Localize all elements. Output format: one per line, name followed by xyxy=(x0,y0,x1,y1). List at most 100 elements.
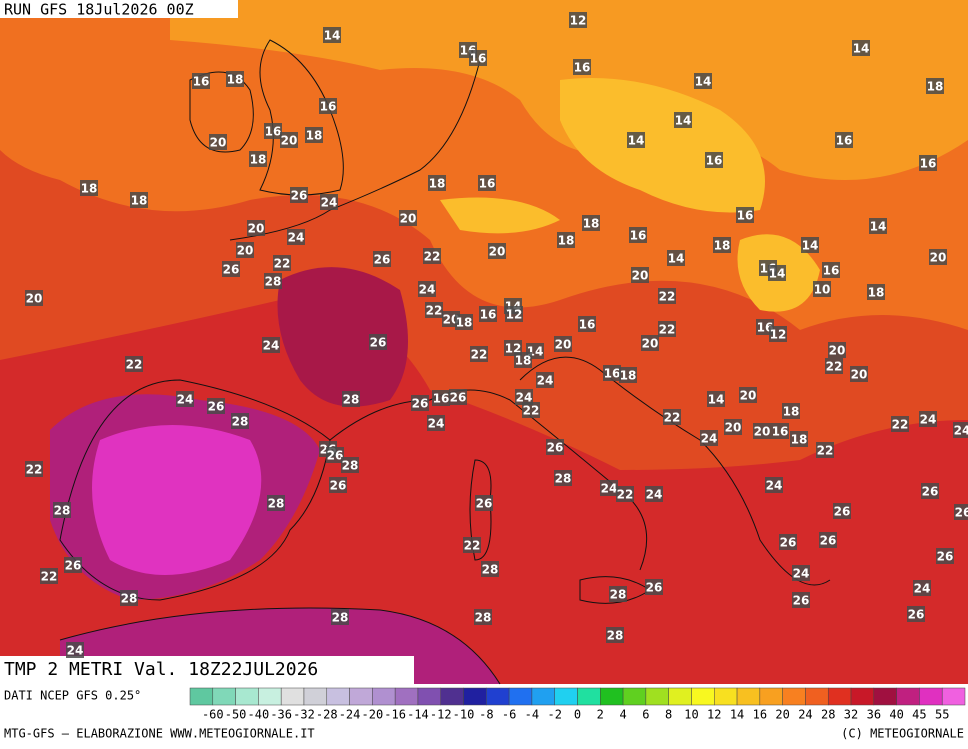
temperature-label: 26 xyxy=(373,251,391,267)
label-value: 14 xyxy=(628,134,645,148)
label-value: 24 xyxy=(766,479,783,493)
label-value: 16 xyxy=(604,367,621,381)
label-value: 22 xyxy=(424,250,441,264)
label-box xyxy=(120,590,138,606)
label-value: 22 xyxy=(471,348,488,362)
temperature-label: 22 xyxy=(425,302,443,318)
label-box xyxy=(616,486,634,502)
label-box xyxy=(674,112,692,128)
legend-swatch xyxy=(349,687,373,706)
label-value: 14 xyxy=(769,267,786,281)
temperature-label: 24 xyxy=(287,229,305,245)
label-value: 12 xyxy=(570,14,587,28)
temperature-label: 24 xyxy=(919,411,937,427)
label-value: 24 xyxy=(646,488,663,502)
label-value: 24 xyxy=(914,582,931,596)
legend-tick-label: -20 xyxy=(362,708,384,722)
label-box xyxy=(267,495,285,511)
legend-tick-label: -2 xyxy=(547,708,561,722)
temperature-label: 16 xyxy=(705,152,723,168)
label-value: 10 xyxy=(814,283,831,297)
legend-swatch xyxy=(668,687,692,706)
temperature-label: 18 xyxy=(557,232,575,248)
temperature-label: 16 xyxy=(469,50,487,66)
temperature-label: 26 xyxy=(290,187,308,203)
temperature-label: 16 xyxy=(573,59,591,75)
label-box xyxy=(816,442,834,458)
legend-swatch xyxy=(941,687,966,706)
label-value: 14 xyxy=(802,239,819,253)
temperature-label: 22 xyxy=(616,486,634,502)
label-value: 16 xyxy=(479,177,496,191)
temperature-label: 14 xyxy=(707,391,725,407)
run-label: RUN GFS 18Jul2026 00Z xyxy=(4,1,194,19)
label-box xyxy=(573,59,591,75)
temperature-label: 24 xyxy=(418,281,436,297)
legend-swatch xyxy=(896,687,920,706)
legend-swatch xyxy=(417,687,441,706)
label-box xyxy=(305,127,323,143)
label-box xyxy=(600,480,618,496)
legend-swatch xyxy=(919,687,943,706)
label-value: 22 xyxy=(659,323,676,337)
legend-swatch xyxy=(486,687,510,706)
label-box xyxy=(554,336,572,352)
label-value: 26 xyxy=(780,536,797,550)
temperature-label: 26 xyxy=(222,261,240,277)
label-value: 20 xyxy=(489,245,506,259)
label-value: 20 xyxy=(281,134,298,148)
label-value: 18 xyxy=(783,405,800,419)
label-box xyxy=(631,267,649,283)
label-value: 28 xyxy=(268,497,285,511)
label-value: 22 xyxy=(664,411,681,425)
legend-swatch xyxy=(235,687,259,706)
label-box xyxy=(514,352,532,368)
temperature-label: 26 xyxy=(546,439,564,455)
label-box xyxy=(319,98,337,114)
legend-tick-label: 55 xyxy=(935,708,949,722)
legend-swatch xyxy=(714,687,738,706)
label-box xyxy=(953,422,968,438)
label-box xyxy=(280,132,298,148)
temperature-label: 20 xyxy=(280,132,298,148)
temperature-label: 18 xyxy=(80,180,98,196)
label-box xyxy=(320,194,338,210)
label-box xyxy=(329,477,347,493)
label-box xyxy=(813,281,831,297)
label-value: 20 xyxy=(400,212,417,226)
legend-tick-label: -16 xyxy=(384,708,406,722)
label-box xyxy=(771,423,789,439)
temperature-label: 18 xyxy=(926,78,944,94)
label-value: 14 xyxy=(675,114,692,128)
label-value: 26 xyxy=(208,400,225,414)
legend-swatch xyxy=(189,687,214,706)
label-value: 24 xyxy=(419,283,436,297)
label-box xyxy=(606,627,624,643)
temperature-label: 20 xyxy=(739,387,757,403)
temperature-label: 20 xyxy=(753,423,771,439)
legend-swatch xyxy=(873,687,897,706)
temperature-label: 16 xyxy=(432,390,450,406)
label-box xyxy=(790,431,808,447)
label-box xyxy=(209,134,227,150)
label-box xyxy=(423,248,441,264)
temperature-label: 26 xyxy=(329,477,347,493)
temperature-label: 20 xyxy=(724,419,742,435)
label-value: 22 xyxy=(892,418,909,432)
temperature-label: 18 xyxy=(782,403,800,419)
label-value: 24 xyxy=(263,339,280,353)
label-box xyxy=(658,288,676,304)
label-box xyxy=(262,337,280,353)
label-value: 26 xyxy=(937,550,954,564)
label-box xyxy=(753,423,771,439)
temperature-label: 26 xyxy=(833,503,851,519)
label-value: 18 xyxy=(250,153,267,167)
temperature-label: 20 xyxy=(631,267,649,283)
label-value: 28 xyxy=(482,563,499,577)
legend-tick-label: 0 xyxy=(574,708,581,722)
legend-swatch xyxy=(280,687,305,706)
temperature-label: 20 xyxy=(209,134,227,150)
temperature-label: 24 xyxy=(262,337,280,353)
temperature-label: 16 xyxy=(478,175,496,191)
label-box xyxy=(546,439,564,455)
